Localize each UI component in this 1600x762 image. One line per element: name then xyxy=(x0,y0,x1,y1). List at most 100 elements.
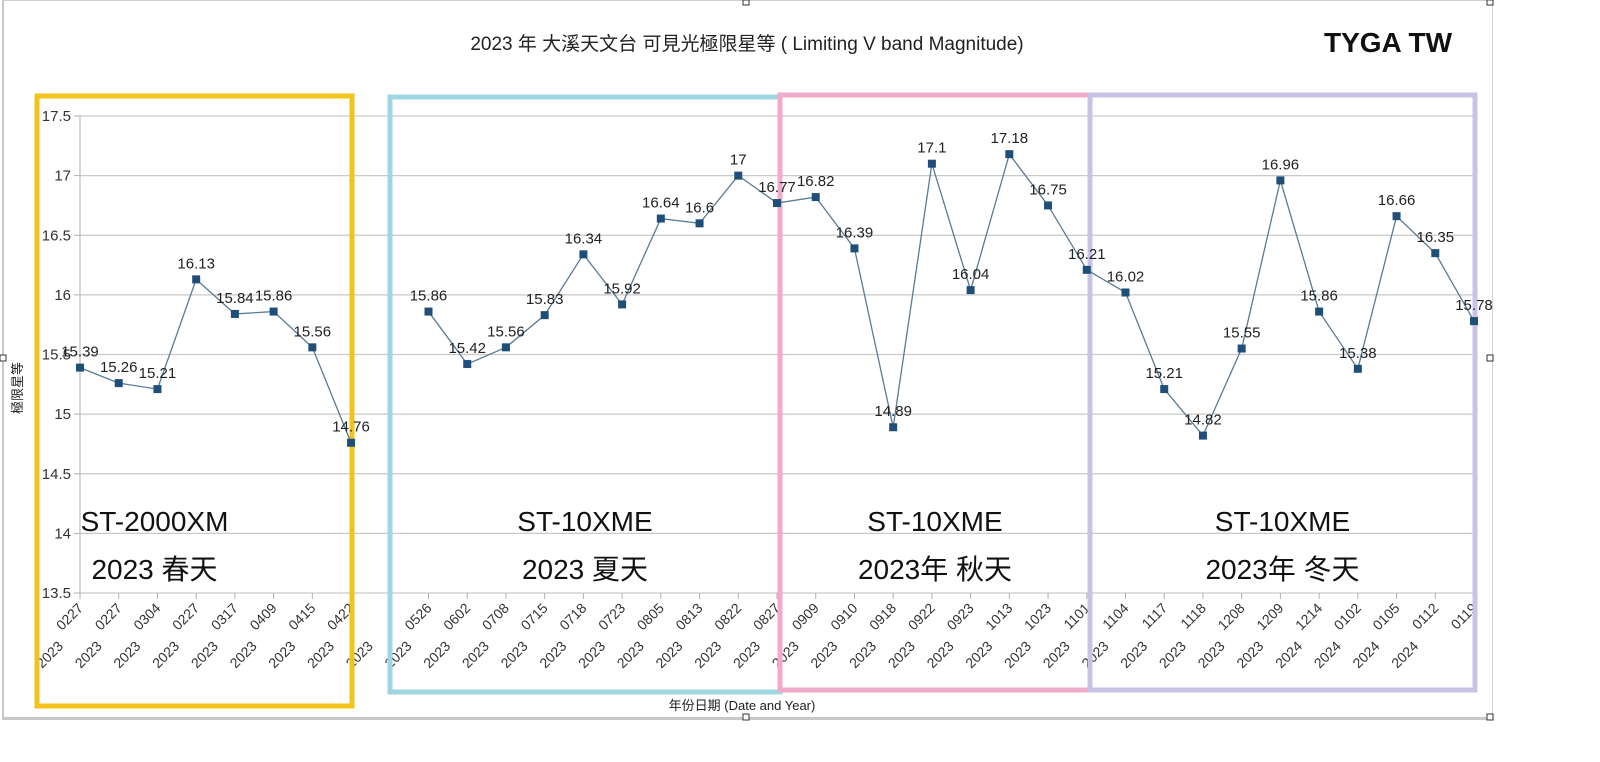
x-tick-label-year: 2024 xyxy=(1388,638,1421,671)
data-label: 16.64 xyxy=(642,195,680,212)
x-tick-label-year: 2023 xyxy=(768,638,801,671)
x-axis: 0227 2023 0227 2023 0304 2023 0227 2023 0317 2023… xyxy=(33,593,1480,671)
data-label: 17.18 xyxy=(991,130,1029,147)
data-label: 15.86 xyxy=(1300,288,1338,305)
data-label: 14.76 xyxy=(332,419,370,436)
data-label: 16.21 xyxy=(1068,246,1106,263)
data-point xyxy=(927,159,936,168)
data-label: 16.35 xyxy=(1417,229,1455,246)
data-point xyxy=(424,307,433,316)
x-tick-label-year: 2023 xyxy=(730,638,763,671)
data-point xyxy=(1044,201,1053,210)
x-tick-label-date: 1214 xyxy=(1292,600,1325,633)
data-label: 16.75 xyxy=(1029,181,1067,198)
x-tick-label-year: 2023 xyxy=(1117,638,1150,671)
data-point xyxy=(695,219,704,228)
data-point xyxy=(192,275,201,284)
x-tick-label-year: 2023 xyxy=(691,638,724,671)
x-tick-label-date: 0415 xyxy=(285,600,318,633)
x-tick-label-year: 2024 xyxy=(1272,638,1305,671)
x-axis-title: 年份日期 (Date and Year) xyxy=(669,698,816,713)
data-label: 15.78 xyxy=(1455,297,1493,314)
data-label: 15.38 xyxy=(1339,345,1377,362)
x-tick-label-year: 2023 xyxy=(846,638,879,671)
data-label: 16.6 xyxy=(685,199,714,216)
resize-handle[interactable] xyxy=(1486,354,1494,362)
instrument-label: ST-2000XM xyxy=(81,506,229,537)
data-label: 14.89 xyxy=(874,403,912,420)
x-tick-label-year: 2023 xyxy=(1078,638,1111,671)
x-tick-label-date: 0813 xyxy=(672,600,705,633)
season-label: 2023年 秋天 xyxy=(858,554,1012,585)
data-point xyxy=(579,250,588,259)
resize-handle[interactable] xyxy=(1486,713,1494,721)
season-box xyxy=(34,93,355,709)
series-line-segment xyxy=(427,152,1475,437)
x-tick-label-date: 0922 xyxy=(905,600,938,633)
x-tick-label-year: 2023 xyxy=(188,638,221,671)
chart-frame xyxy=(2,0,1493,720)
data-point xyxy=(1315,307,1324,316)
data-point xyxy=(1392,212,1401,221)
x-tick-label-year: 2023 xyxy=(962,638,995,671)
x-tick-label-year: 2023 xyxy=(71,638,104,671)
data-label: 17 xyxy=(730,152,747,169)
data-point xyxy=(76,363,84,372)
resize-handle[interactable] xyxy=(1486,0,1494,6)
season-label: 2023年 冬天 xyxy=(1205,554,1359,585)
data-label: 16.13 xyxy=(177,255,215,272)
x-tick-label-date: 0526 xyxy=(401,600,434,633)
y-tick-label: 15.5 xyxy=(42,347,71,364)
data-point xyxy=(347,438,356,447)
x-tick-label-year: 2023 xyxy=(575,638,608,671)
x-tick-label-date: 0923 xyxy=(943,600,976,633)
season-box xyxy=(387,94,783,695)
x-tick-label-year: 2023 xyxy=(652,638,685,671)
data-point xyxy=(1276,176,1285,185)
brand-label: TYGA TW xyxy=(1324,27,1453,58)
y-tick-label: 13.5 xyxy=(42,585,71,602)
chart-title: 2023 年 大溪天文台 可見光極限星等 ( Limiting V band M… xyxy=(470,33,1023,55)
resize-handle[interactable] xyxy=(742,0,750,6)
data-point xyxy=(966,286,975,295)
data-point xyxy=(1121,288,1130,297)
data-label: 15.21 xyxy=(1145,365,1183,382)
data-point xyxy=(269,307,278,316)
resize-handle[interactable] xyxy=(0,354,7,362)
x-tick-label-year: 2023 xyxy=(265,638,298,671)
data-label: 16.04 xyxy=(952,266,990,283)
resize-handle[interactable] xyxy=(742,713,750,721)
data-point xyxy=(1237,344,1246,353)
x-tick-label-date: 0708 xyxy=(479,600,512,633)
x-tick-label-date: 0715 xyxy=(517,600,550,633)
x-tick-label-date: 0227 xyxy=(169,600,202,633)
x-tick-label-year: 2023 xyxy=(1233,638,1266,671)
data-label: 16.77 xyxy=(758,179,796,196)
x-tick-label-year: 2023 xyxy=(226,638,259,671)
data-point xyxy=(850,244,859,253)
data-label: 16.82 xyxy=(797,173,835,190)
data-label: 15.39 xyxy=(61,344,99,361)
data-point xyxy=(1431,249,1440,258)
data-point xyxy=(618,300,627,309)
series-markers xyxy=(76,150,1478,447)
x-tick-label-year: 2023 xyxy=(149,638,182,671)
x-tick-label-date: 0112 xyxy=(1409,600,1442,633)
x-tick-label-date: 0602 xyxy=(440,600,473,633)
season-boxes: ST-2000XM 2023 春天 ST-10XME 2023 夏天 ST-10XME 2… xyxy=(34,92,1478,709)
y-tick-label: 14.5 xyxy=(42,466,71,483)
data-label: 16.96 xyxy=(1262,156,1300,173)
y-axis-ticks: 13.5 14 14.5 15 15.5 16 16.5 17 17.5 xyxy=(42,108,81,602)
data-label: 14.82 xyxy=(1184,412,1222,429)
x-tick-label-date: 0105 xyxy=(1369,600,1402,633)
x-tick-label-date: 0227 xyxy=(91,600,124,633)
data-label: 16.34 xyxy=(565,230,603,247)
y-tick-label: 17.5 xyxy=(42,108,71,125)
data-label: 15.56 xyxy=(294,323,332,340)
x-tick-label-year: 2023 xyxy=(420,638,453,671)
data-point xyxy=(463,360,472,369)
data-point xyxy=(1082,265,1091,274)
x-tick-label-date: 0918 xyxy=(866,600,899,633)
x-tick-label-year: 2023 xyxy=(885,638,918,671)
